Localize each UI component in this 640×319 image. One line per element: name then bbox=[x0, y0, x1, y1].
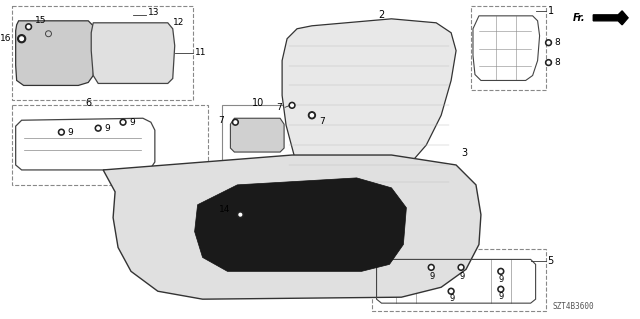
Circle shape bbox=[430, 266, 433, 269]
Text: 7: 7 bbox=[276, 103, 282, 112]
Text: 10: 10 bbox=[252, 98, 264, 108]
Circle shape bbox=[547, 61, 550, 64]
Circle shape bbox=[499, 288, 502, 291]
Circle shape bbox=[237, 212, 243, 218]
Circle shape bbox=[545, 60, 552, 65]
Circle shape bbox=[97, 127, 100, 130]
Text: 6: 6 bbox=[85, 98, 92, 108]
Polygon shape bbox=[282, 19, 456, 192]
Text: 8: 8 bbox=[554, 38, 560, 47]
Text: 9: 9 bbox=[67, 128, 73, 137]
Text: 15: 15 bbox=[35, 16, 46, 25]
Circle shape bbox=[122, 121, 124, 123]
Circle shape bbox=[547, 41, 550, 44]
Text: 8: 8 bbox=[554, 58, 560, 67]
Circle shape bbox=[232, 119, 238, 125]
Circle shape bbox=[95, 125, 101, 131]
Text: 12: 12 bbox=[173, 18, 184, 27]
Circle shape bbox=[58, 129, 65, 135]
Text: 7: 7 bbox=[219, 116, 225, 125]
Text: 9: 9 bbox=[104, 124, 110, 133]
Text: 9: 9 bbox=[459, 272, 464, 281]
Circle shape bbox=[20, 37, 24, 41]
Polygon shape bbox=[230, 118, 284, 152]
Circle shape bbox=[289, 102, 295, 108]
Circle shape bbox=[448, 288, 454, 294]
Text: Fr.: Fr. bbox=[573, 13, 586, 23]
Circle shape bbox=[310, 114, 314, 117]
Text: 5: 5 bbox=[548, 256, 554, 266]
Polygon shape bbox=[92, 23, 175, 84]
Text: 9: 9 bbox=[449, 294, 454, 303]
Circle shape bbox=[18, 35, 26, 43]
Text: 2: 2 bbox=[378, 10, 385, 20]
Circle shape bbox=[60, 131, 63, 134]
Polygon shape bbox=[103, 155, 481, 299]
Circle shape bbox=[28, 26, 30, 28]
Polygon shape bbox=[15, 21, 95, 85]
Circle shape bbox=[458, 264, 464, 270]
Text: 11: 11 bbox=[195, 48, 206, 57]
Circle shape bbox=[499, 270, 502, 273]
Text: 9: 9 bbox=[129, 118, 135, 127]
Circle shape bbox=[120, 119, 126, 125]
Circle shape bbox=[234, 121, 237, 123]
Circle shape bbox=[460, 266, 462, 269]
Text: 9: 9 bbox=[429, 272, 435, 281]
Circle shape bbox=[428, 264, 434, 270]
Polygon shape bbox=[593, 11, 628, 25]
Text: 16: 16 bbox=[0, 34, 12, 43]
Text: 9: 9 bbox=[499, 292, 504, 301]
Text: 3: 3 bbox=[461, 148, 467, 158]
Text: 1: 1 bbox=[548, 6, 554, 16]
Text: 13: 13 bbox=[148, 8, 159, 17]
Text: 7: 7 bbox=[319, 117, 324, 126]
Text: 14: 14 bbox=[219, 205, 230, 214]
Circle shape bbox=[545, 40, 552, 46]
Circle shape bbox=[450, 290, 452, 293]
Circle shape bbox=[308, 112, 316, 119]
Circle shape bbox=[239, 213, 242, 216]
Text: 9: 9 bbox=[499, 275, 504, 284]
Circle shape bbox=[26, 24, 31, 30]
Polygon shape bbox=[195, 178, 406, 271]
Circle shape bbox=[498, 268, 504, 274]
Text: SZT4B3600: SZT4B3600 bbox=[552, 302, 594, 311]
Circle shape bbox=[291, 104, 293, 107]
Circle shape bbox=[498, 286, 504, 292]
